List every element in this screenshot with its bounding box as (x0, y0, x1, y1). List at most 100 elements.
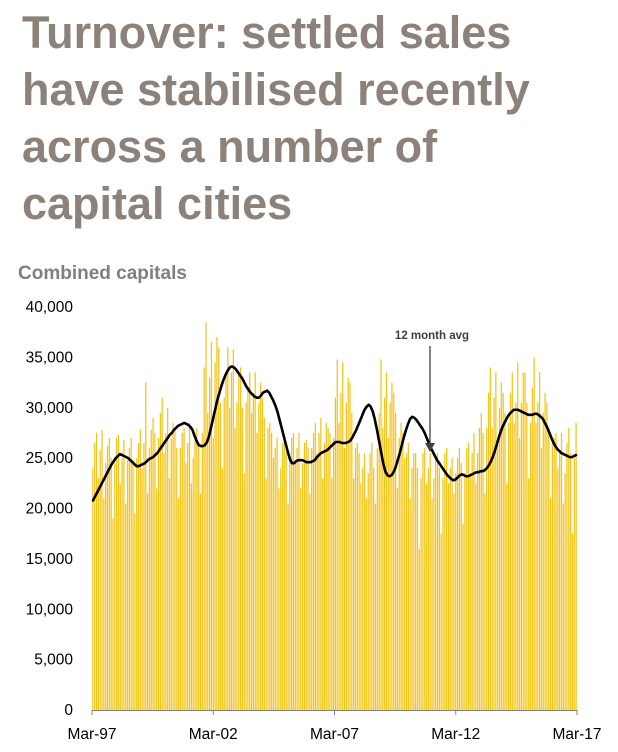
bar (451, 458, 453, 711)
bar (136, 458, 138, 711)
bar (393, 392, 395, 710)
avg-line-layer (91, 365, 578, 502)
bar (411, 468, 413, 710)
bar (128, 448, 130, 710)
bar (137, 443, 140, 710)
bar (146, 493, 149, 710)
bar (303, 443, 306, 710)
title-line: capital cities (22, 178, 293, 229)
bar (250, 412, 253, 710)
bar (551, 443, 554, 710)
bar (192, 458, 194, 711)
bar (249, 372, 251, 710)
bar (307, 448, 309, 710)
bar-series (92, 322, 577, 711)
bar (374, 503, 377, 710)
bar (232, 349, 234, 710)
bar (449, 468, 451, 710)
bar (557, 468, 559, 710)
bar (177, 498, 180, 710)
bar (201, 432, 203, 710)
bar (245, 402, 247, 710)
bar (239, 367, 242, 710)
x-axis-ticks: Mar-97 Mar-02 Mar-07 Mar-12 Mar-17 (67, 710, 602, 743)
bar (385, 372, 388, 710)
bar (143, 443, 145, 710)
bar (270, 432, 273, 710)
bar (112, 518, 114, 710)
bar (376, 448, 378, 710)
bar (518, 437, 521, 710)
bar (438, 468, 440, 710)
bar (208, 377, 211, 710)
bar (105, 463, 107, 710)
bar (420, 478, 422, 710)
bar (353, 478, 355, 710)
bar (422, 453, 424, 710)
bar (460, 463, 462, 710)
annotation-layer: 12 month avg (395, 330, 469, 452)
bar (312, 432, 315, 710)
y-tick-label: 0 (64, 702, 73, 719)
bar (362, 468, 364, 710)
bar (497, 443, 499, 710)
bar (267, 427, 269, 710)
bar (405, 453, 408, 710)
bar (123, 439, 125, 710)
bar (157, 437, 160, 710)
bar (442, 478, 444, 710)
bar (489, 367, 492, 710)
bar (464, 473, 466, 710)
bar (542, 412, 544, 710)
bar (553, 437, 555, 710)
bar (575, 422, 577, 710)
bar (336, 359, 338, 710)
bar (345, 402, 347, 710)
bar (482, 432, 484, 710)
bar (391, 382, 393, 710)
bar (363, 453, 366, 710)
bar (467, 443, 470, 710)
bar (528, 478, 530, 710)
bar (455, 473, 457, 710)
bar (487, 392, 490, 710)
bar (223, 397, 225, 710)
bar (176, 448, 178, 710)
bar (358, 453, 360, 710)
bar (389, 402, 391, 710)
bar (174, 429, 176, 710)
bar (498, 407, 501, 710)
bar (320, 417, 322, 710)
bar (318, 432, 320, 710)
bar (294, 463, 296, 710)
bar (338, 422, 340, 710)
bar (261, 397, 264, 710)
bar (203, 367, 205, 710)
bar (103, 498, 105, 710)
y-tick-label: 40,000 (26, 299, 74, 316)
bar (148, 448, 151, 710)
bar (378, 412, 380, 710)
bar (212, 437, 214, 710)
bar (322, 478, 324, 710)
bar (570, 453, 572, 710)
bar (101, 429, 103, 710)
bar (229, 407, 231, 710)
bar (216, 337, 218, 710)
bar (504, 412, 506, 710)
bar (334, 397, 337, 710)
bar (252, 392, 254, 710)
bar (168, 478, 171, 710)
bar (94, 443, 96, 710)
bar (256, 432, 258, 710)
x-tick-label: Mar-02 (189, 726, 238, 743)
bar (384, 397, 386, 710)
bar (301, 463, 304, 710)
x-tick-label: Mar-12 (431, 726, 480, 743)
bar (196, 427, 198, 710)
bar (526, 402, 528, 710)
bar (292, 432, 295, 710)
bar (150, 429, 152, 710)
bar (564, 473, 566, 710)
bar (214, 362, 216, 710)
